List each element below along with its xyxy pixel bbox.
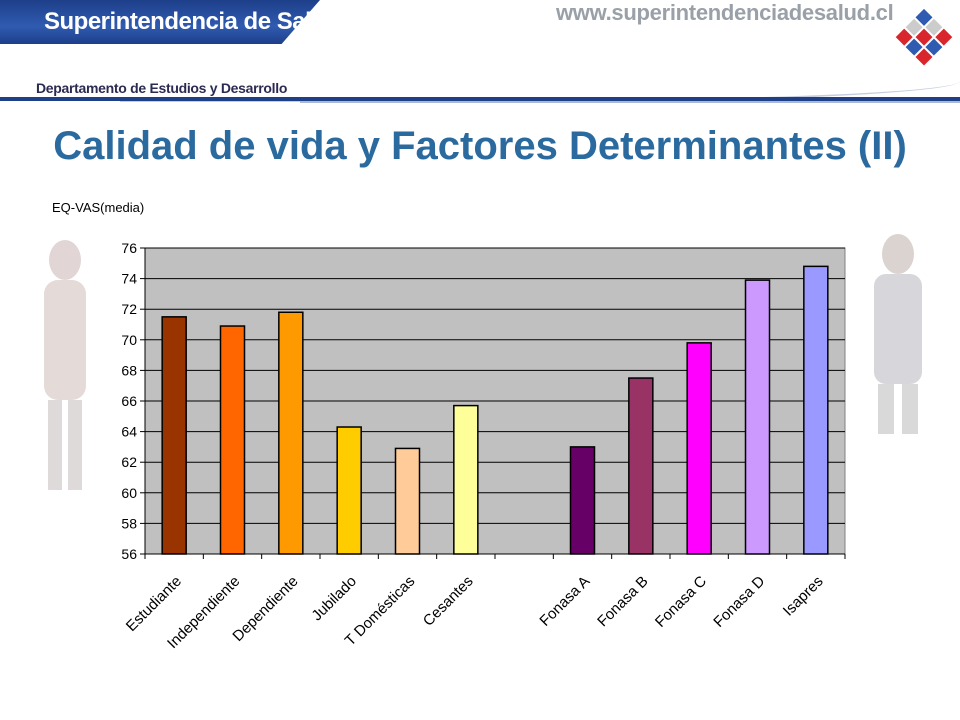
bar-isapres [803, 265, 829, 555]
y-tick-label: 60 [121, 485, 137, 501]
y-tick-label: 76 [121, 240, 137, 256]
org-name: Superintendencia de Salud [44, 8, 340, 35]
y-tick-label: 70 [121, 332, 137, 348]
y-tick-label: 62 [121, 454, 137, 470]
x-tick-label: Isapres [780, 573, 827, 620]
y-tick-label: 72 [121, 301, 137, 317]
bar-fonasa-a [569, 446, 596, 555]
bar-fonasa-c [686, 342, 712, 555]
bar-fonasa-d [744, 279, 771, 555]
bar-cesantes [453, 404, 479, 555]
y-tick-label: 64 [121, 424, 137, 440]
checkered-cube-logo-icon [895, 8, 953, 66]
header-banner: Superintendencia de Salud www.superinten… [0, 0, 960, 110]
org-url[interactable]: www.superintendenciadesalud.cl [556, 0, 894, 25]
banner-divider [0, 97, 960, 101]
bar-estudiante [161, 316, 187, 555]
bar-dependiente [278, 311, 304, 555]
y-tick-label: 58 [121, 515, 137, 531]
x-tick-label: Fonasa A [536, 573, 593, 630]
x-tick-label: Cesantes [420, 573, 477, 630]
banner-strip [0, 0, 320, 44]
x-tick-label: Fonasa B [594, 573, 651, 630]
x-tick-label: Fonasa C [652, 573, 710, 631]
y-axis-caption: EQ-VAS(media) [52, 200, 145, 215]
bar-independiente [219, 325, 246, 555]
bar-t-domésticas [394, 447, 421, 555]
y-tick-label: 56 [121, 546, 137, 562]
y-tick-label: 66 [121, 393, 137, 409]
background-person-figure [874, 234, 922, 434]
background-person-figure [44, 240, 86, 490]
y-tick-label: 74 [121, 271, 137, 287]
bar-jubilado [336, 426, 362, 555]
x-tick-label: Estudiante [123, 573, 185, 635]
page-title: Calidad de vida y Factores Determinantes… [53, 124, 907, 168]
department-name: Departamento de Estudios y Desarrollo [36, 80, 288, 96]
banner-divider-light [300, 101, 960, 103]
x-tick-label: Fonasa D [710, 573, 768, 631]
x-tick-label: Jubilado [308, 573, 360, 625]
bar-fonasa-b [628, 377, 654, 555]
y-tick-label: 68 [121, 362, 137, 378]
